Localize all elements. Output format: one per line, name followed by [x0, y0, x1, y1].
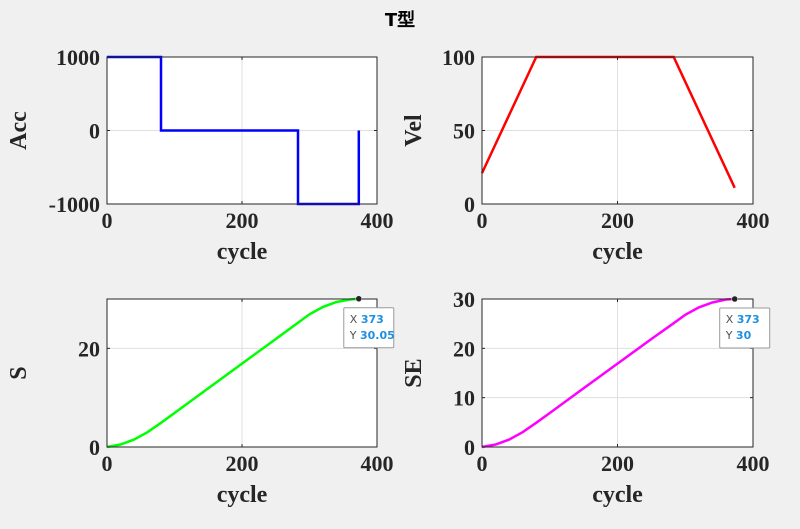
datatip-marker: [355, 295, 363, 303]
x-tick-label: 0: [477, 451, 488, 476]
datatip: X 373 Y 30: [719, 307, 771, 349]
y-axis-label: SE: [401, 358, 427, 387]
y-tick-label: 10: [453, 386, 475, 411]
series-line: [106, 297, 359, 449]
y-tick-label: 100: [442, 45, 475, 70]
x-axis-label: cycle: [592, 239, 643, 265]
x-tick-label: 400: [361, 208, 394, 233]
x-tick-label: 0: [102, 451, 113, 476]
x-tick-label: 200: [226, 451, 259, 476]
x-axis-label: cycle: [217, 239, 268, 265]
x-tick-label: 0: [477, 208, 488, 233]
series-line: [481, 297, 735, 449]
x-tick-label: 400: [737, 451, 770, 476]
datatip-x-row: X 373: [726, 313, 760, 326]
x-tick-label: 0: [102, 208, 113, 233]
y-tick-label: 0: [464, 435, 475, 460]
x-tick-label: 400: [361, 451, 394, 476]
subplot-4: 0 200 400 0 10 20 30 cycle SE X 373 Y 30: [401, 287, 771, 508]
y-tick-label: 30: [453, 287, 475, 312]
y-tick-label: 0: [89, 435, 100, 460]
datatip-box: [719, 307, 771, 349]
datatip-y-row: Y 30.05: [349, 329, 395, 342]
y-tick-label: 1000: [56, 45, 100, 70]
y-axis-label: Acc: [6, 111, 32, 150]
datatip-x-row: X 373: [350, 313, 384, 326]
datatip-box: [343, 307, 395, 349]
x-tick-label: 400: [737, 208, 770, 233]
y-tick-label: 0: [464, 192, 475, 217]
x-axis-label: cycle: [217, 482, 268, 508]
x-tick-label: 200: [601, 208, 634, 233]
x-tick-label: 200: [601, 451, 634, 476]
figure-title: T型: [384, 10, 416, 31]
y-axis-label: S: [6, 366, 32, 379]
x-tick-label: 200: [226, 208, 259, 233]
y-tick-label: -1000: [49, 192, 100, 217]
y-tick-label: 50: [453, 119, 475, 144]
y-tick-label: 20: [453, 336, 475, 361]
y-tick-label: 20: [78, 336, 100, 361]
x-axis-label: cycle: [592, 482, 643, 508]
datatip-marker: [731, 295, 738, 303]
datatip-y-row: Y 30: [725, 329, 752, 342]
datatip: X 373 Y 30.05: [343, 307, 395, 349]
subplot-3: 0 200 400 0 20 cycle S X 373 Y 30.05: [6, 295, 395, 508]
y-axis-label: Vel: [401, 114, 427, 147]
subplot-2: 0 200 400 0 50 100 cycle Vel: [401, 45, 770, 265]
y-tick-label: 0: [89, 119, 100, 144]
